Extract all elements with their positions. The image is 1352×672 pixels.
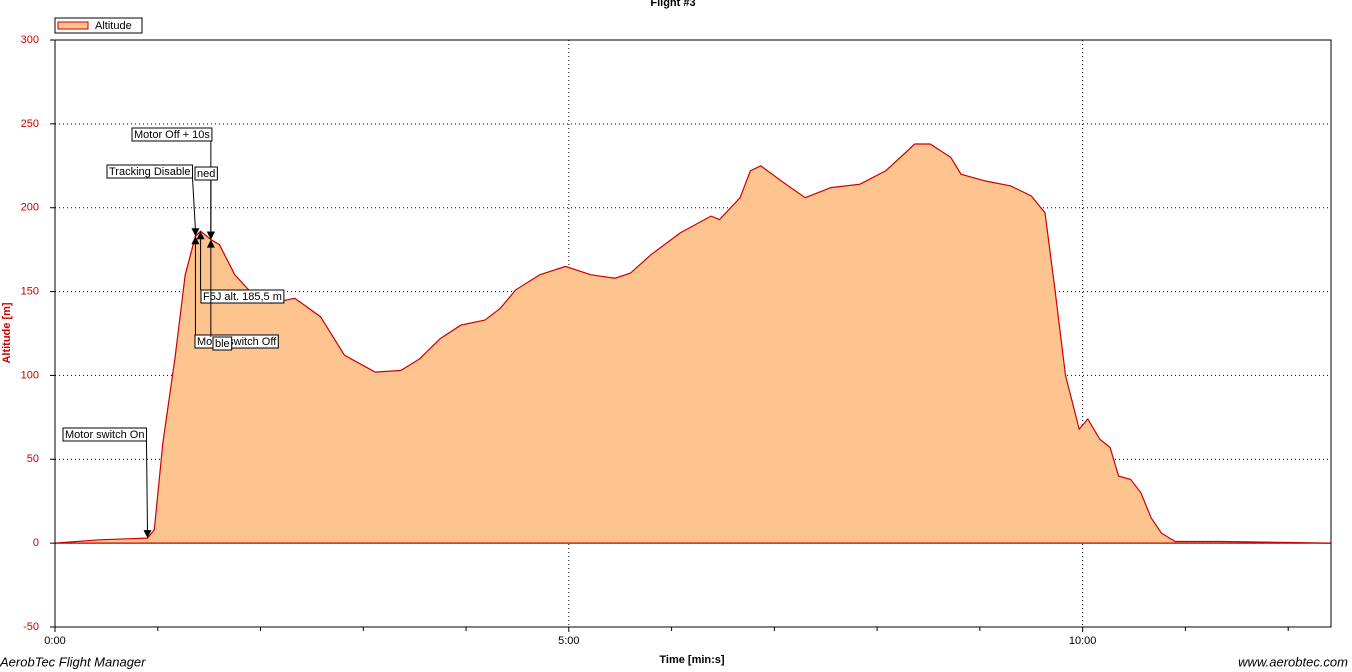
annotation-box xyxy=(212,336,233,351)
x-axis-label: Time [min:s] xyxy=(659,654,725,666)
legend-label: Altitude xyxy=(95,20,132,32)
annotation-label: ned xyxy=(197,168,215,180)
annotation-box xyxy=(194,166,218,181)
y-tick-label: 250 xyxy=(21,118,39,130)
x-tick-label: 0:00 xyxy=(44,635,65,647)
annotation: Motor Off + 10s xyxy=(131,127,215,240)
annotation-box xyxy=(62,427,147,442)
area-line xyxy=(54,143,1332,544)
annotation: Tracking Disable xyxy=(106,164,200,237)
annotation-arrow xyxy=(196,231,205,240)
y-tick-label: 0 xyxy=(33,537,39,549)
y-tick-label: 100 xyxy=(21,369,39,381)
annotation-arrow xyxy=(143,530,152,539)
annotation: Motor switch On xyxy=(62,427,152,539)
y-tick-label: 200 xyxy=(21,202,39,214)
annotation-label: Motor Off + 10s xyxy=(134,129,210,141)
annotation-label: F5J alt. 185,5 m xyxy=(203,291,282,303)
annotation-box xyxy=(131,127,213,142)
area-fill xyxy=(55,144,1331,544)
annotation-arrow xyxy=(206,239,215,248)
x-tick-label: 10:00 xyxy=(1069,635,1097,647)
y-tick-label: 150 xyxy=(21,285,39,297)
annotation-arrow xyxy=(191,228,200,237)
y-tick-label: 300 xyxy=(21,34,39,46)
y-axis-label: Altitude [m] xyxy=(1,302,13,363)
chart-title: Flight #3 xyxy=(650,0,695,9)
annotation-leader xyxy=(145,440,148,533)
annotation-label: Motor switch On xyxy=(65,429,144,441)
footer-right: www.aerobtec.com xyxy=(1238,654,1348,669)
annotation-arrow xyxy=(191,236,200,245)
annotation-arrow xyxy=(206,231,215,240)
annotation: ned xyxy=(194,166,218,240)
footer-left: AerobTec Flight Manager xyxy=(0,654,146,669)
y-tick-label: -50 xyxy=(23,621,39,633)
x-tick-label: 5:00 xyxy=(558,635,579,647)
annotation-leader xyxy=(192,177,196,231)
annotation-box xyxy=(200,289,285,304)
y-tick-label: 50 xyxy=(27,453,39,465)
annotation: ble xyxy=(206,239,233,351)
annotation-label: Tracking Disable xyxy=(109,166,191,178)
annotation-label: ble xyxy=(215,338,230,350)
annotation: F5J alt. 185,5 m xyxy=(196,231,285,304)
annotation-box xyxy=(106,164,194,179)
plot-frame xyxy=(54,39,1332,628)
annotation-label: Motor switch Off xyxy=(197,336,277,348)
legend-swatch xyxy=(57,21,89,30)
